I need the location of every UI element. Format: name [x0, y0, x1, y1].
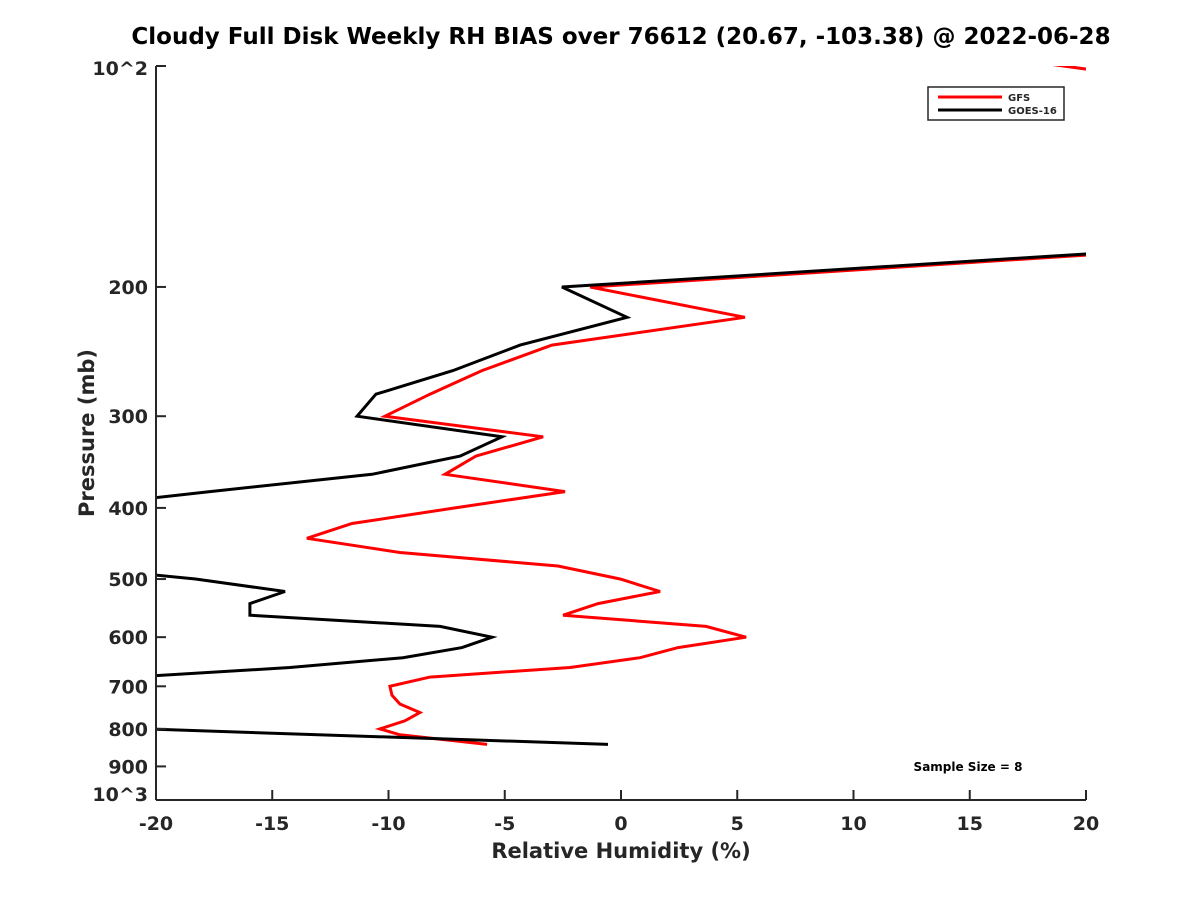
legend-label-goes16: GOES-16: [1008, 106, 1057, 117]
x-tick-label: 15: [957, 813, 983, 835]
series-layer: [156, 66, 1086, 746]
y-axis-label: Pressure (mb): [75, 349, 99, 517]
x-tick-label: -15: [255, 813, 289, 835]
x-axis-label: Relative Humidity (%): [491, 839, 750, 863]
chart-title: Cloudy Full Disk Weekly RH BIAS over 766…: [131, 24, 1110, 50]
x-tick-label: -20: [139, 813, 173, 835]
y-tick-label: 500: [108, 569, 148, 591]
legend: GFS GOES-16: [927, 86, 1065, 121]
legend-label-gfs: GFS: [1008, 93, 1030, 104]
y-tick-label: 400: [108, 498, 148, 520]
series-line-gfs: [306, 66, 1086, 746]
y-tick-label: 800: [108, 719, 148, 741]
y-tick-label: 300: [108, 406, 148, 428]
y-tick-label: 900: [108, 756, 148, 778]
legend-box: [927, 86, 1065, 121]
sample-size-annotation: Sample Size = 8: [914, 760, 1023, 774]
x-tick-label: 10: [840, 813, 866, 835]
x-tick-label: -10: [371, 813, 405, 835]
y-tick-label: 10^3: [92, 784, 148, 806]
y-tick-label: 600: [108, 627, 148, 649]
x-tick-label: 5: [731, 813, 744, 835]
x-tick-label: 20: [1073, 813, 1099, 835]
y-tick-label: 10^2: [92, 58, 148, 80]
x-tick-label: 0: [614, 813, 627, 835]
axes: -20 -15 -10 -5 0 5 10 15 20 10^2 200 300 400 500 600 70…: [92, 58, 1099, 835]
series-line-goes16: [156, 252, 1086, 746]
x-tick-label: -5: [494, 813, 515, 835]
y-tick-label: 200: [108, 277, 148, 299]
y-tick-label: 700: [108, 676, 148, 698]
